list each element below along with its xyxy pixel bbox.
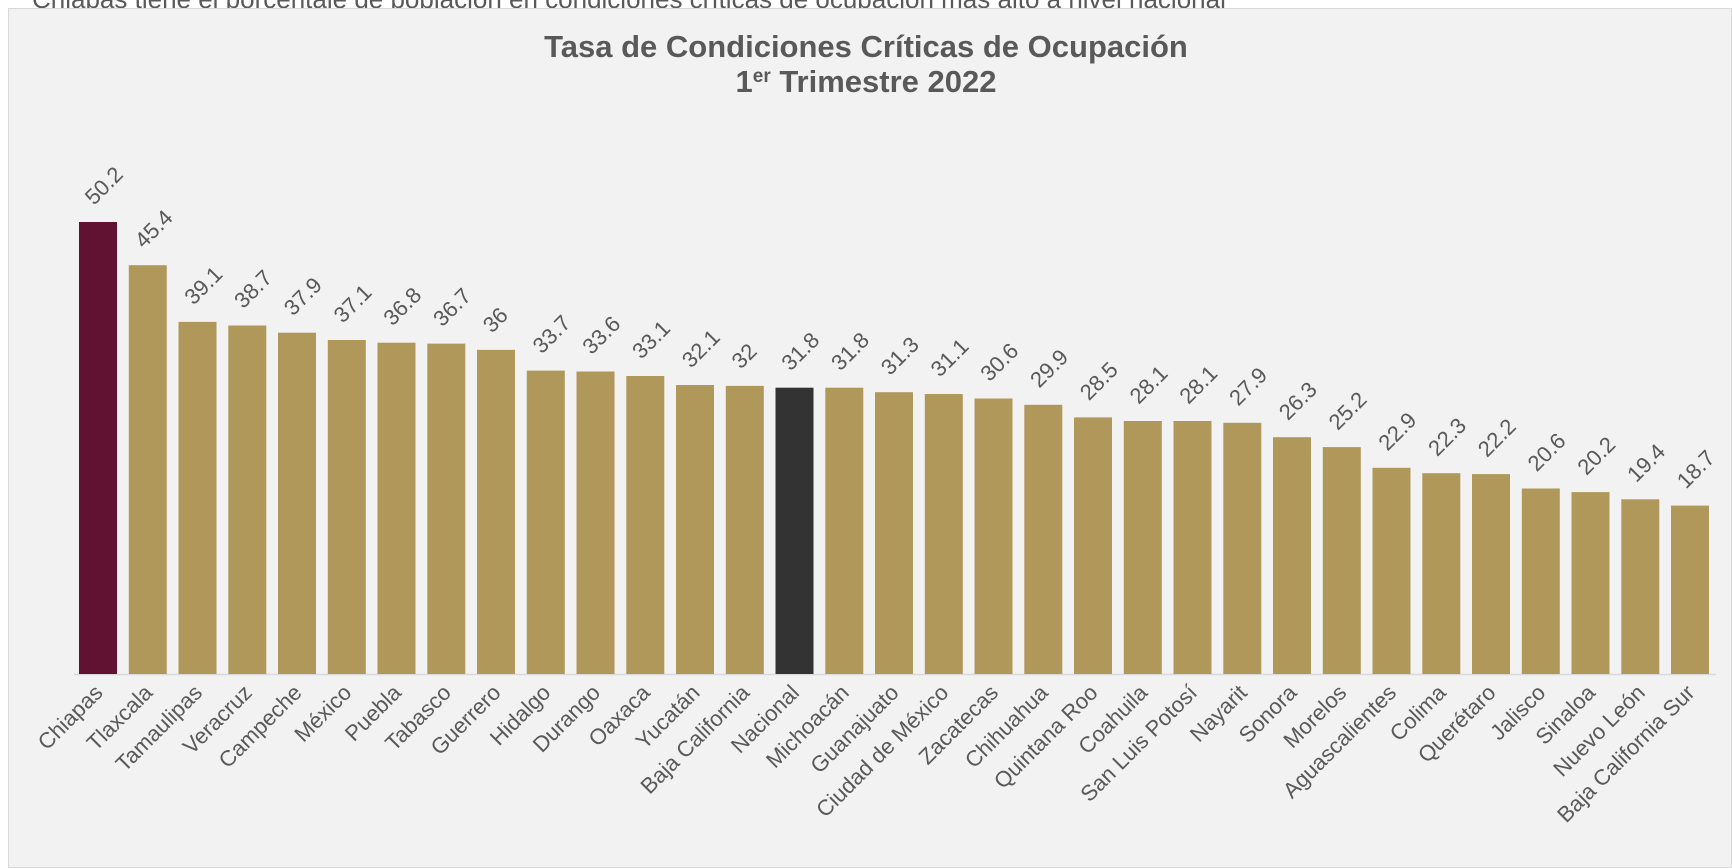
value-label-13: 32	[727, 338, 762, 373]
value-label-26: 22.9	[1373, 407, 1421, 455]
bar-15	[825, 387, 864, 674]
bar-2	[178, 321, 217, 674]
bar-10	[576, 371, 615, 674]
value-label-22: 28.1	[1174, 361, 1222, 409]
bar-31	[1621, 499, 1660, 674]
value-label-6: 36.8	[378, 282, 426, 330]
value-label-12: 32.1	[677, 325, 725, 373]
bar-12	[676, 385, 714, 674]
value-label-18: 30.6	[975, 338, 1023, 386]
value-label-10: 33.6	[577, 311, 625, 359]
bar-23	[1223, 422, 1262, 674]
bar-26	[1372, 467, 1411, 674]
bar-27	[1422, 473, 1461, 674]
bar-11	[626, 376, 665, 674]
bar-3	[228, 325, 267, 674]
bar-25	[1322, 447, 1361, 674]
value-label-16: 31.3	[876, 332, 924, 380]
value-label-2: 39.1	[179, 261, 227, 309]
bar-8	[477, 349, 515, 674]
bar-30	[1571, 492, 1610, 674]
subtitle-text: Trimestre 2022	[770, 64, 997, 99]
value-label-0: 50.2	[80, 162, 128, 210]
bar-22	[1173, 421, 1212, 674]
bar-0	[79, 222, 117, 674]
chart-title: Tasa de Condiciones Críticas de Ocupació…	[544, 29, 1188, 64]
bar-1	[128, 265, 167, 674]
value-label-7: 36.7	[428, 283, 476, 331]
bar-18	[974, 398, 1013, 674]
value-label-21: 28.1	[1125, 361, 1173, 409]
bar-9	[526, 370, 565, 674]
value-label-5: 37.1	[329, 280, 377, 328]
bar-13	[725, 385, 764, 674]
value-label-32: 18.7	[1672, 445, 1720, 493]
value-label-1: 45.4	[130, 205, 178, 253]
value-label-24: 26.3	[1274, 377, 1322, 425]
bar-20	[1074, 417, 1112, 674]
chart-subtitle: 1er Trimestre 2022	[0, 64, 1732, 100]
value-label-11: 33.1	[627, 316, 675, 364]
subtitle-ordinal-suffix: er	[752, 66, 771, 87]
bar-28	[1472, 474, 1510, 674]
bar-7	[427, 343, 466, 674]
value-label-17: 31.1	[926, 334, 974, 382]
bar-4	[278, 332, 316, 674]
value-label-31: 19.4	[1622, 439, 1670, 487]
category-label-5: México	[289, 680, 356, 747]
value-label-8: 36	[478, 302, 513, 337]
value-label-20: 28.5	[1075, 357, 1123, 405]
value-label-29: 20.6	[1523, 428, 1571, 476]
value-label-25: 25.2	[1324, 387, 1372, 435]
bar-5	[327, 340, 366, 674]
bar-16	[875, 392, 913, 674]
value-label-4: 37.9	[279, 272, 327, 320]
bar-21	[1123, 421, 1162, 674]
bar-6	[377, 342, 416, 674]
bar-14	[775, 387, 814, 674]
bar-32	[1671, 505, 1709, 674]
bar-19	[1024, 404, 1063, 674]
value-label-19: 29.9	[1025, 344, 1073, 392]
value-label-23: 27.9	[1224, 362, 1272, 410]
value-label-27: 22.3	[1423, 413, 1471, 461]
value-label-9: 33.7	[528, 310, 576, 358]
value-label-28: 22.2	[1473, 414, 1521, 462]
value-label-15: 31.8	[826, 327, 874, 375]
subtitle-number: 1	[735, 64, 753, 99]
bar-29	[1521, 488, 1560, 674]
bar-17	[924, 394, 963, 674]
value-label-14: 31.8	[776, 327, 824, 375]
value-label-30: 20.2	[1572, 432, 1620, 480]
value-label-3: 38.7	[229, 265, 277, 313]
bar-24	[1273, 437, 1311, 674]
